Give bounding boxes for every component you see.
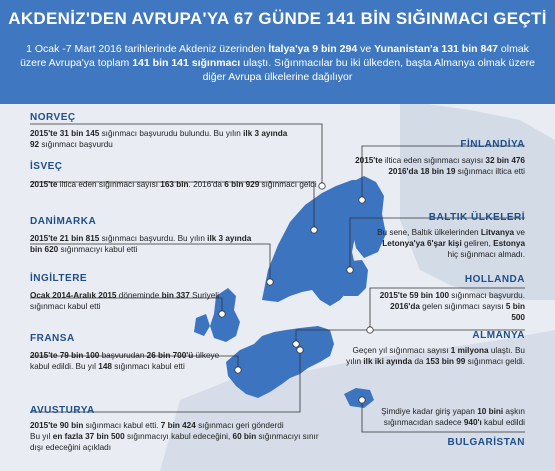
page-title: AKDENİZ'DEN AVRUPA'YA 67 GÜNDE 141 BİN S… xyxy=(8,9,547,28)
label-bulgaristan: BULGARİSTAN xyxy=(447,437,525,448)
desc-isvec: 2015'te iltica eden sığınmacı sayısı 163… xyxy=(30,180,317,189)
desc-norvec: 2015'te 31 bin 145 sığınmacı başvurudu b… xyxy=(30,129,288,149)
map-continent xyxy=(226,326,334,398)
desc-avusturya: 2015'te 90 bin sığınmacı kabul etti. 7 b… xyxy=(30,421,319,452)
label-isvec: İSVEÇ xyxy=(30,161,63,172)
label-almanya: ALMANYA xyxy=(472,330,525,341)
label-hollanda: HOLLANDA xyxy=(464,274,525,285)
label-danimarka: DANİMARKA xyxy=(30,216,97,227)
label-avusturya: AVUSTURYA xyxy=(30,405,95,416)
desc-bulgaristan: Şimdiye kadar giriş yapan 10 bini aşkın … xyxy=(381,407,525,427)
map-finland xyxy=(352,176,386,258)
map-bulgaria xyxy=(344,388,374,408)
desc-ingiltere: Ocak 2014-Aralık 2015 döneminde bin 337 … xyxy=(30,291,219,311)
desc-finlandiya: 2015'te iltica eden sığınmacı sayısı 32 … xyxy=(355,156,525,176)
label-fransa: FRANSA xyxy=(30,333,75,344)
desc-almanya: Geçen yıl sığınmacı sayısı 1 milyona ula… xyxy=(346,346,525,366)
map-baltics xyxy=(336,260,368,296)
desc-fransa: 2015'te 79 bin 100 başvurudan 26 bin 700… xyxy=(30,351,220,371)
label-norvec: NORVEÇ xyxy=(30,112,76,123)
label-ingiltere: İNGİLTERE xyxy=(30,273,88,284)
desc-hollanda: 2015'te 59 bin 100 sığınmacı başvurdu. 20… xyxy=(379,291,525,322)
label-baltik: BALTIK ÜLKELERİ xyxy=(428,212,525,223)
desc-baltik: Bu sene, Baltık ülkelerinden Litvanya ve… xyxy=(377,228,525,259)
map-ireland xyxy=(194,314,210,336)
header-banner xyxy=(0,0,555,104)
desc-danimarka: 2015'te 21 bin 815 sığınmacı başvurdu. B… xyxy=(30,234,252,254)
label-finlandiya: FİNLANDİYA xyxy=(460,139,525,150)
intro-text: 1 Ocak -7 Mart 2016 tarihlerinde Akdeniz… xyxy=(20,43,535,83)
